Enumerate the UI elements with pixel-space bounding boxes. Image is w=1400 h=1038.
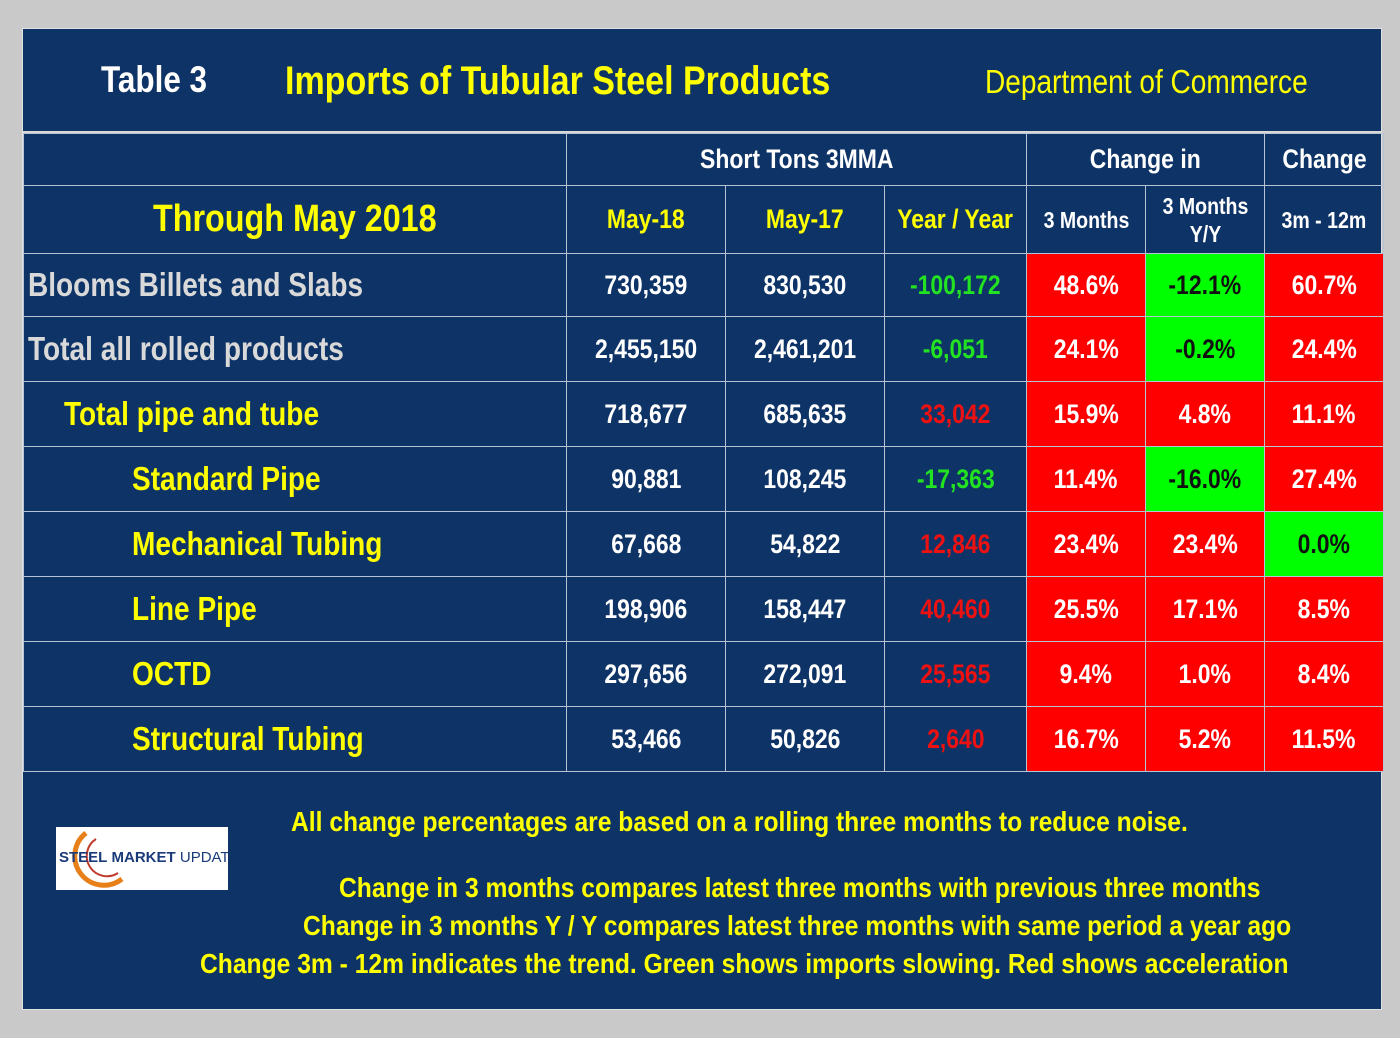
cell-may18: 90,881 — [566, 446, 726, 512]
table-row: Standard Pipe 90,881 108,245 -17,363 11.… — [23, 446, 1385, 512]
logo-wordmark: STEEL MARKET UPDATE — [59, 849, 228, 866]
cell-year-year: 40,460 — [883, 576, 1028, 642]
row-label: Standard Pipe — [23, 446, 567, 512]
cell-three-months: 24.1% — [1026, 316, 1147, 382]
header-row-groups: Short Tons 3MMA Change in Change — [23, 133, 1385, 186]
logo-word-update: UPDATE — [179, 849, 228, 866]
table-row: Total all rolled products 2,455,150 2,46… — [23, 316, 1385, 382]
cell-three-months: 48.6% — [1026, 253, 1147, 317]
cell-year-year: 2,640 — [883, 706, 1028, 772]
page-title: Imports of Tubular Steel Products — [285, 59, 831, 103]
cell-may18: 67,668 — [566, 511, 726, 577]
col-may18: May-18 — [566, 185, 726, 254]
title-bar: Table 3 Imports of Tubular Steel Product… — [23, 29, 1383, 133]
cell-trend: 27.4% — [1264, 446, 1385, 512]
group-change-in: Change in — [1026, 133, 1266, 186]
cell-three-months-yy: 1.0% — [1145, 641, 1266, 707]
row-label: Total all rolled products — [23, 316, 567, 382]
col-trend: 3m - 12m — [1264, 185, 1385, 254]
logo-word-steel: STEEL — [59, 849, 108, 866]
cell-three-months-yy: 23.4% — [1145, 511, 1266, 577]
cell-three-months: 23.4% — [1026, 511, 1147, 577]
period-label: Through May 2018 — [23, 185, 567, 254]
cell-trend: 11.1% — [1264, 381, 1385, 447]
cell-year-year: 12,846 — [883, 511, 1028, 577]
cell-may18: 297,656 — [566, 641, 726, 707]
cell-year-year: -17,363 — [883, 446, 1028, 512]
imports-table: Short Tons 3MMA Change in Change Through… — [23, 133, 1385, 772]
table-panel: Table 3 Imports of Tubular Steel Product… — [22, 28, 1385, 1010]
cell-may17: 272,091 — [725, 641, 885, 707]
cell-year-year: 33,042 — [883, 381, 1028, 447]
table-row: Total pipe and tube 718,677 685,635 33,0… — [23, 381, 1385, 447]
row-label: OCTD — [23, 641, 567, 707]
cell-may17: 50,826 — [725, 706, 885, 772]
header-row-columns: Through May 2018 May-18 May-17 Year / Ye… — [23, 185, 1385, 254]
table-row: Blooms Billets and Slabs 730,359 830,530… — [23, 253, 1385, 317]
note-change-3m-yy: Change in 3 months Y / Y compares latest… — [303, 910, 1292, 941]
cell-three-months: 16.7% — [1026, 706, 1147, 772]
cell-trend: 24.4% — [1264, 316, 1385, 382]
cell-trend: 60.7% — [1264, 253, 1385, 317]
cell-may17: 830,530 — [725, 253, 885, 317]
col-year-year: Year / Year — [883, 185, 1028, 254]
cell-may17: 108,245 — [725, 446, 885, 512]
cell-may18: 2,455,150 — [566, 316, 726, 382]
cell-three-months-yy: 5.2% — [1145, 706, 1266, 772]
cell-three-months: 15.9% — [1026, 381, 1147, 447]
cell-year-year: -100,172 — [883, 253, 1028, 317]
cell-three-months-yy: -12.1% — [1145, 253, 1266, 317]
logo-swoosh-icon — [72, 831, 124, 888]
table-row: Line Pipe 198,906 158,447 40,460 25.5% 1… — [23, 576, 1385, 642]
steel-market-update-logo: STEEL MARKET UPDATE — [56, 827, 228, 890]
cell-may18: 730,359 — [566, 253, 726, 317]
table-row: Mechanical Tubing 67,668 54,822 12,846 2… — [23, 511, 1385, 577]
cell-three-months-yy: 4.8% — [1145, 381, 1266, 447]
cell-three-months: 25.5% — [1026, 576, 1147, 642]
cell-three-months-yy: -0.2% — [1145, 316, 1266, 382]
row-label: Line Pipe — [23, 576, 567, 642]
cell-trend: 8.5% — [1264, 576, 1385, 642]
cell-may17: 158,447 — [725, 576, 885, 642]
cell-three-months-yy: -16.0% — [1145, 446, 1266, 512]
cell-year-year: 25,565 — [883, 641, 1028, 707]
table-row: OCTD 297,656 272,091 25,565 9.4% 1.0% 8.… — [23, 641, 1385, 707]
table-label: Table 3 — [101, 59, 208, 100]
logo-word-market: MARKET — [111, 849, 176, 866]
cell-trend: 0.0% — [1264, 511, 1385, 577]
row-label: Blooms Billets and Slabs — [23, 253, 567, 317]
col-three-months-yy: 3 Months Y/Y — [1145, 185, 1266, 254]
table-row: Structural Tubing 53,466 50,826 2,640 16… — [23, 706, 1385, 772]
cell-trend: 8.4% — [1264, 641, 1385, 707]
cell-may18: 53,466 — [566, 706, 726, 772]
cell-may17: 685,635 — [725, 381, 885, 447]
note-rolling: All change percentages are based on a ro… — [291, 806, 1188, 837]
cell-may17: 2,461,201 — [725, 316, 885, 382]
cell-trend: 11.5% — [1264, 706, 1385, 772]
cell-year-year: -6,051 — [883, 316, 1028, 382]
source-label: Department of Commerce — [985, 63, 1308, 100]
cell-three-months: 11.4% — [1026, 446, 1147, 512]
cell-may17: 54,822 — [725, 511, 885, 577]
header-blank — [23, 133, 567, 186]
cell-may18: 718,677 — [566, 381, 726, 447]
cell-may18: 198,906 — [566, 576, 726, 642]
row-label: Total pipe and tube — [23, 381, 567, 447]
col-may17: May-17 — [725, 185, 885, 254]
cell-three-months-yy: 17.1% — [1145, 576, 1266, 642]
col-three-months: 3 Months — [1026, 185, 1147, 254]
row-label: Mechanical Tubing — [23, 511, 567, 577]
cell-three-months: 9.4% — [1026, 641, 1147, 707]
note-change-3m: Change in 3 months compares latest three… — [339, 872, 1261, 903]
row-label: Structural Tubing — [23, 706, 567, 772]
group-change: Change — [1264, 133, 1385, 186]
group-short-tons: Short Tons 3MMA — [565, 133, 1028, 186]
note-trend: Change 3m - 12m indicates the trend. Gre… — [200, 948, 1289, 979]
